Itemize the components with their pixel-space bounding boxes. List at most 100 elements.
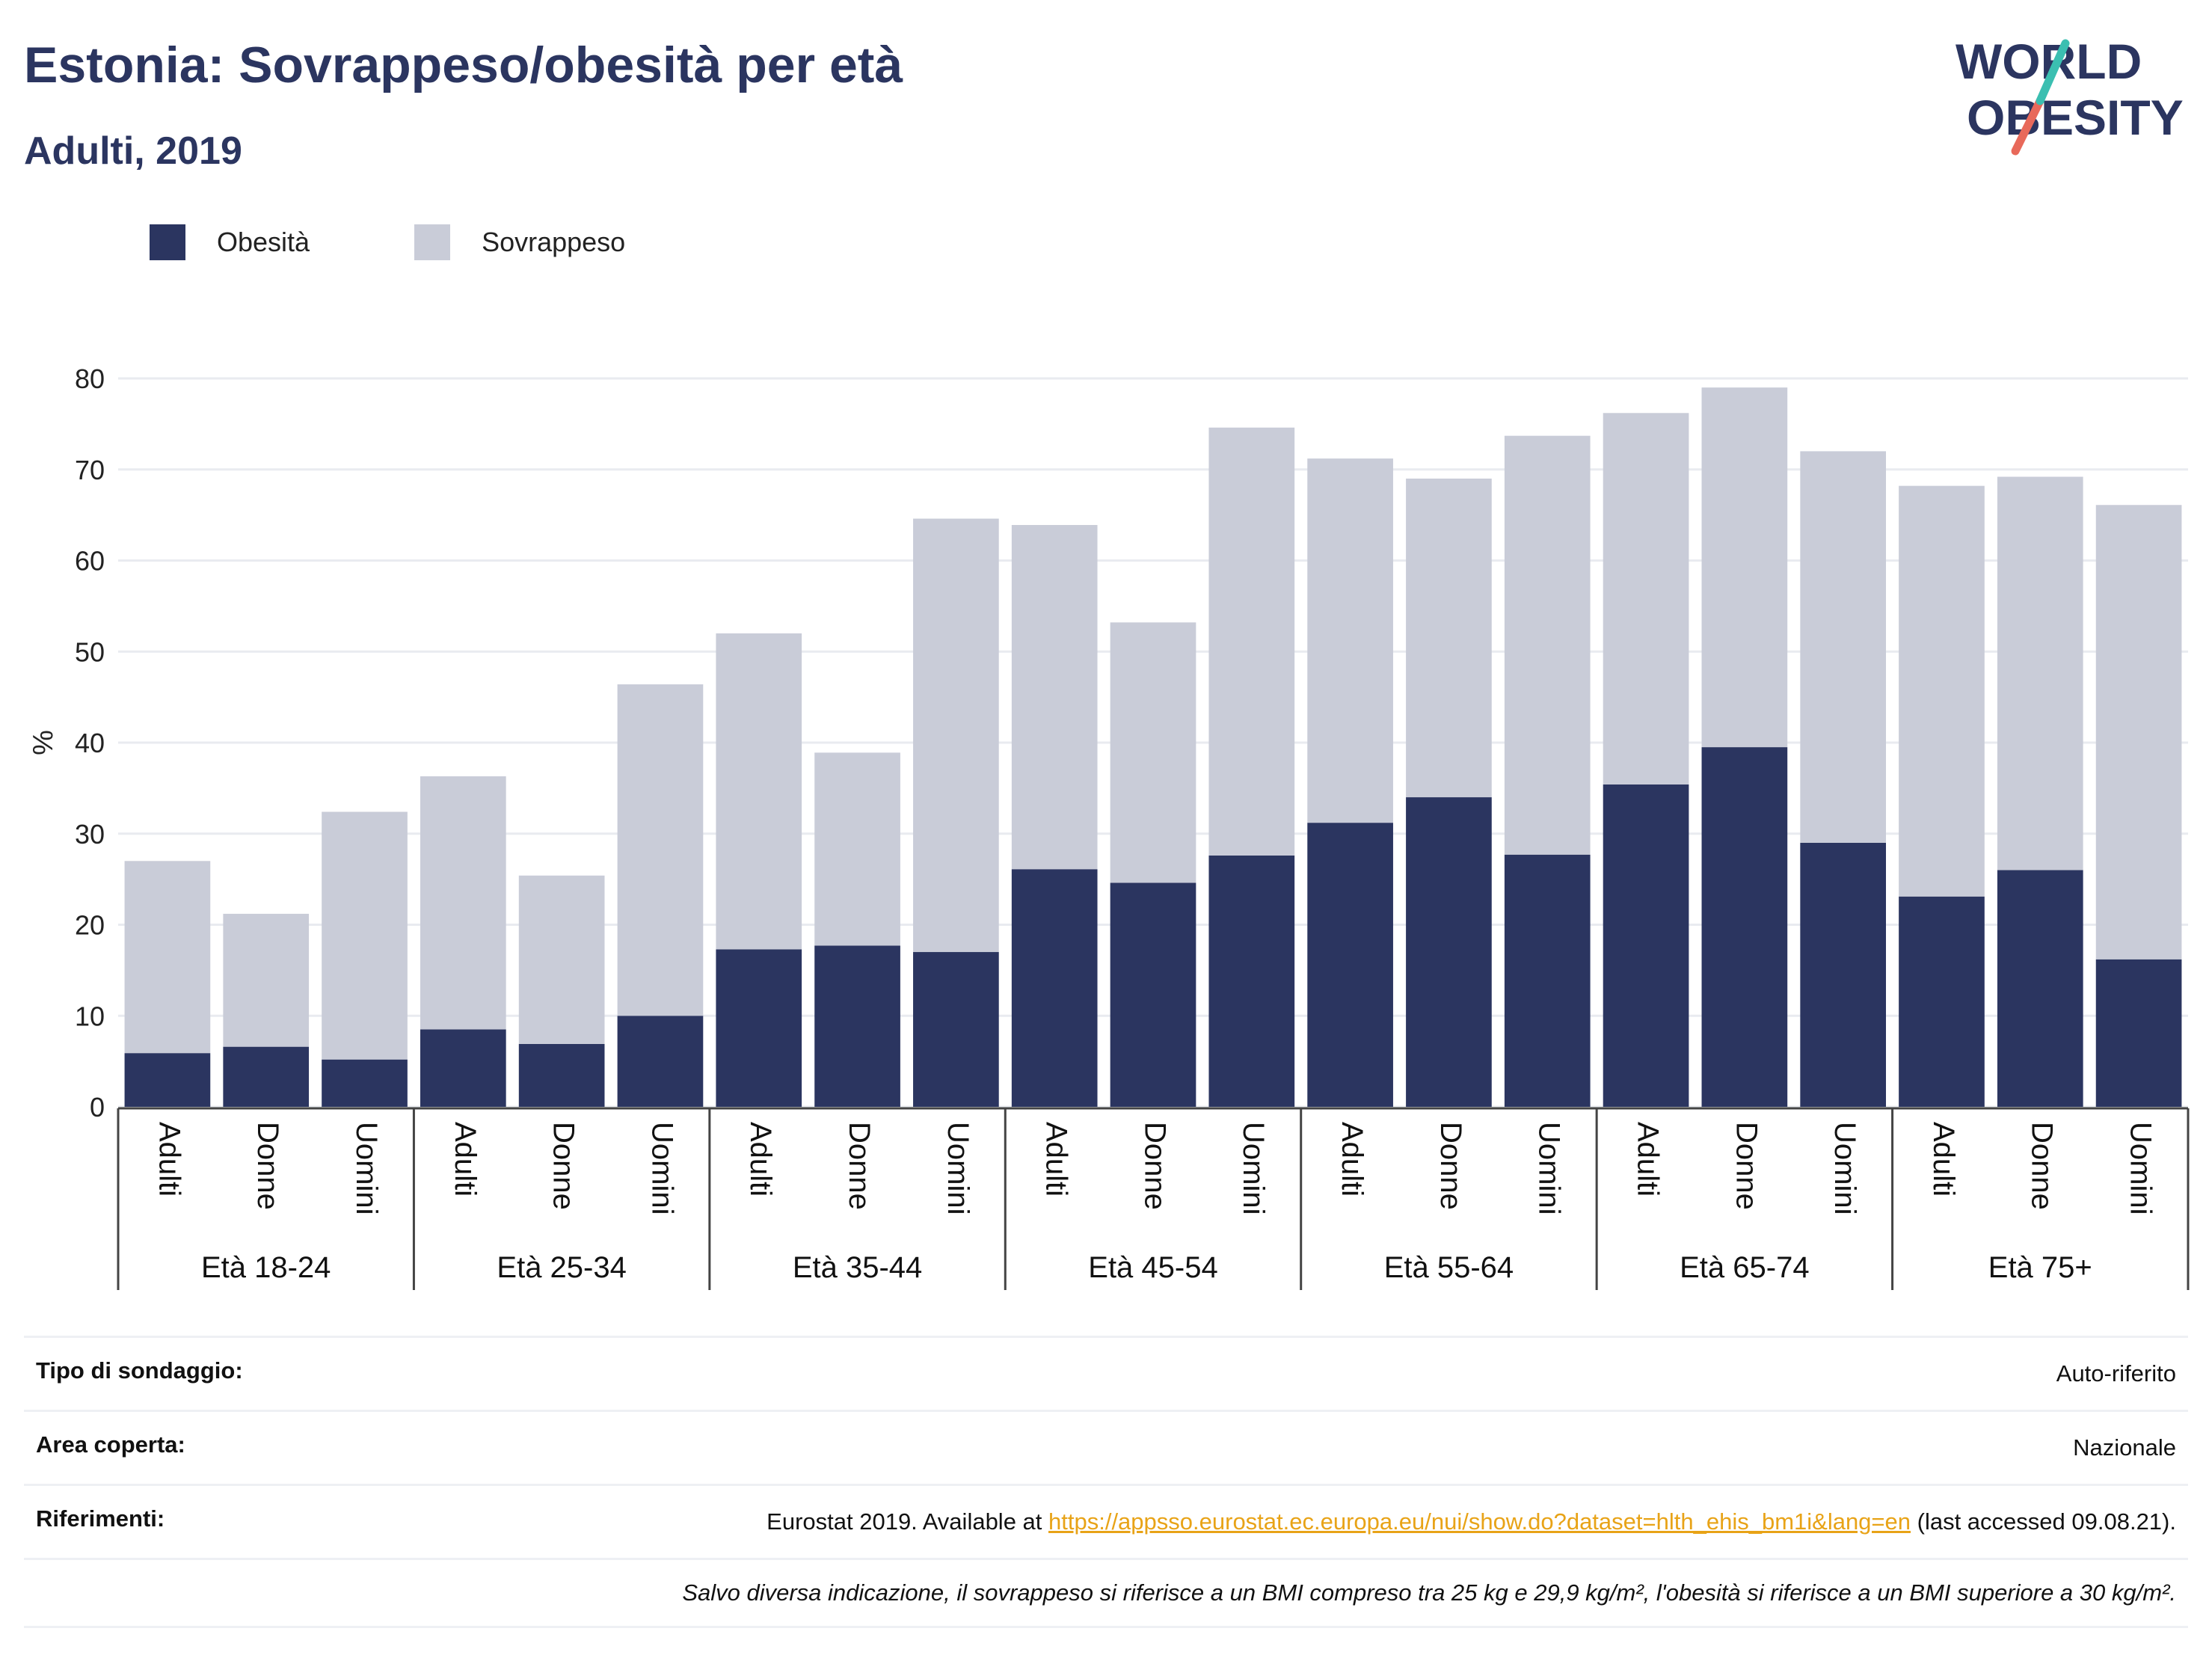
references-prefix: Eurostat 2019. Available at [766, 1508, 1049, 1535]
x-group-label: Età 25-34 [497, 1251, 626, 1284]
area-value: Nazionale [2073, 1434, 2176, 1461]
x-subcategory-label: Uomini [350, 1122, 383, 1215]
info-row-note: Salvo diversa indicazione, il sovrappeso… [24, 1558, 2188, 1628]
x-subcategory-label: Adulti [1040, 1122, 1073, 1197]
bar-sovrappeso [1504, 435, 1591, 855]
x-subcategory-label: Donne [251, 1122, 284, 1210]
legend-label-obesita: Obesità [217, 227, 310, 257]
y-tick-label: 10 [75, 1001, 105, 1031]
bar-sovrappeso [518, 875, 605, 1044]
bar-sovrappeso [2095, 505, 2182, 959]
bar-sovrappeso [1997, 476, 2083, 871]
x-subcategory-label: Uomini [941, 1122, 974, 1215]
bar-sovrappeso [716, 633, 802, 950]
x-subcategory-label: Donne [843, 1122, 876, 1210]
bar-obesita [1701, 747, 1788, 1107]
bar-sovrappeso [322, 811, 408, 1060]
bar-sovrappeso [913, 518, 999, 953]
y-tick-label: 40 [75, 728, 105, 758]
y-axis-label: % [28, 730, 59, 755]
x-subcategory-label: Donne [2026, 1122, 2059, 1210]
bar-obesita [2095, 959, 2182, 1107]
legend-swatch-sovrappeso [414, 224, 451, 260]
bar-sovrappeso [223, 913, 310, 1047]
bar-sovrappeso [617, 684, 704, 1016]
references-value: Eurostat 2019. Available at https://apps… [766, 1505, 2176, 1538]
x-subcategory-label: Uomini [1828, 1122, 1861, 1215]
x-subcategory-label: Uomini [1237, 1122, 1270, 1215]
bar-obesita [1504, 854, 1591, 1107]
info-row-references: Riferimenti: Eurostat 2019. Available at… [24, 1484, 2188, 1558]
x-subcategory-label: Adulti [1336, 1122, 1368, 1197]
bar-sovrappeso [1011, 525, 1098, 870]
area-label: Area coperta: [36, 1431, 185, 1458]
survey-type-label: Tipo di sondaggio: [36, 1357, 243, 1384]
bmi-footnote: Salvo diversa indicazione, il sovrappeso… [682, 1579, 2176, 1606]
x-group-label: Età 55-64 [1384, 1251, 1514, 1284]
logo-slash-red [2011, 96, 2044, 156]
y-tick-label: 60 [75, 546, 105, 577]
bar-obesita [913, 952, 999, 1107]
legend-item-obesita[interactable]: Obesità [150, 224, 310, 260]
y-tick-label: 0 [90, 1092, 105, 1123]
bar-obesita [1800, 842, 1887, 1107]
survey-type-value: Auto-riferito [2056, 1360, 2176, 1387]
bar-obesita [617, 1016, 704, 1107]
logo-slash-teal [2036, 39, 2070, 105]
bar-obesita [1110, 882, 1196, 1107]
x-subcategory-label: Donne [547, 1122, 580, 1210]
bar-obesita [1997, 870, 2083, 1107]
chart-subtitle: Adulti, 2019 [24, 129, 242, 173]
x-subcategory-label: Donne [1434, 1122, 1467, 1210]
chart-title: Estonia: Sovrappeso/obesità per età [24, 37, 903, 93]
bar-sovrappeso [1603, 413, 1689, 785]
x-group-label: Età 45-54 [1088, 1251, 1217, 1284]
legend-swatch-obesita [150, 224, 185, 260]
bar-obesita [1011, 869, 1098, 1107]
y-tick-label: 80 [75, 363, 105, 394]
bar-obesita [716, 949, 802, 1107]
bar-obesita [223, 1046, 310, 1107]
chart-legend: Obesità Sovrappeso [150, 221, 730, 263]
legend-label-sovrappeso: Sovrappeso [482, 227, 626, 257]
bar-obesita [1307, 823, 1393, 1107]
legend-item-sovrappeso[interactable]: Sovrappeso [414, 224, 625, 260]
x-subcategory-label: Donne [1730, 1122, 1763, 1210]
y-tick-label: 50 [75, 636, 105, 667]
bar-obesita [1899, 896, 1985, 1107]
bar-obesita [1603, 784, 1689, 1107]
bar-obesita [420, 1029, 506, 1107]
x-subcategory-label: Adulti [1631, 1122, 1664, 1197]
bar-obesita [322, 1059, 408, 1107]
y-tick-label: 20 [75, 910, 105, 941]
bar-sovrappeso [1800, 451, 1887, 843]
y-tick-label: 70 [75, 455, 105, 485]
references-link[interactable]: https://appsso.eurostat.ec.europa.eu/nui… [1048, 1508, 1911, 1535]
bar-sovrappeso [1307, 458, 1393, 823]
world-obesity-logo: WORLD OBESITY [1956, 34, 2184, 156]
bar-sovrappeso [1208, 427, 1295, 856]
bar-obesita [518, 1043, 605, 1107]
x-group-label: Età 75+ [1988, 1251, 2092, 1284]
bar-obesita [1406, 797, 1492, 1107]
bar-sovrappeso [1406, 478, 1492, 798]
bar-sovrappeso [1701, 387, 1788, 748]
bar-obesita [124, 1053, 211, 1107]
x-subcategory-label: Uomini [2125, 1122, 2157, 1215]
references-label: Riferimenti: [36, 1505, 165, 1532]
info-row-survey: Tipo di sondaggio: Auto-riferito [24, 1336, 2188, 1410]
x-group-label: Età 35-44 [793, 1251, 922, 1284]
bar-sovrappeso [124, 861, 211, 1054]
bar-obesita [1208, 855, 1295, 1107]
x-subcategory-label: Uomini [1533, 1122, 1566, 1215]
x-subcategory-label: Adulti [744, 1122, 777, 1197]
x-subcategory-label: Adulti [1927, 1122, 1960, 1197]
x-subcategory-label: Donne [1138, 1122, 1171, 1210]
bar-sovrappeso [814, 752, 900, 946]
x-subcategory-label: Adulti [153, 1122, 185, 1197]
y-tick-label: 30 [75, 819, 105, 850]
bar-sovrappeso [420, 776, 506, 1030]
bar-sovrappeso [1110, 622, 1196, 883]
bar-obesita [814, 945, 900, 1107]
x-group-label: Età 18-24 [201, 1251, 331, 1284]
